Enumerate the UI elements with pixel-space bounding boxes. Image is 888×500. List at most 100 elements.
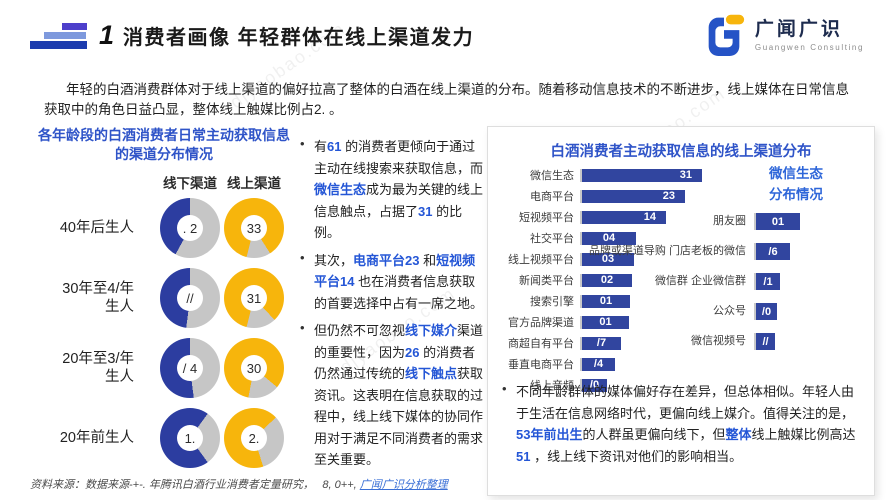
bar-value-label: 04	[602, 232, 616, 244]
donut-value-label: //	[186, 290, 194, 306]
online-channel-panel: 白酒消费者主动获取信息的线上渠道分布 微信生态 31 电商平台 23 短视频平台 14 社交…	[487, 126, 875, 496]
online-donut-wrap: 31	[222, 268, 286, 328]
bullet-item: • 但仍然不可忽视线下媒介渠道的重要性，因为26 的消费者仍然通过传统的线下触点…	[300, 320, 486, 471]
age-group-label: 30年至4/年 生人	[62, 281, 134, 315]
highlight-text: 51	[516, 448, 535, 464]
bar-value-label: /1	[763, 275, 773, 288]
offline-donut-wrap: . 2	[158, 198, 222, 258]
donut-hole	[241, 285, 267, 311]
bar-value-label: 01	[599, 316, 612, 328]
donut-row: 40年后生人 . 2 33	[26, 198, 302, 258]
offline-donut-wrap: / 4	[158, 338, 222, 398]
plain-text: 和	[423, 252, 437, 268]
highlight-text: 26	[405, 344, 424, 360]
offline-donut: . 2	[160, 198, 220, 258]
bar-category-label: 社交平台	[530, 233, 574, 245]
bullet-marker: •	[300, 320, 305, 335]
bullet-text: 有61 的消费者更倾向于通过主动在线搜索来获取信息，而微信生态成为最为关键的线上…	[314, 136, 486, 244]
bar: 01	[582, 315, 629, 329]
plain-text: 不同年龄群体的媒体偏好存在差异，但总体相似。年轻人由于生活在信息网络时代，更偏向…	[516, 384, 855, 421]
bar-category-label: 电商平台	[530, 191, 574, 203]
bar-track: /6	[754, 243, 790, 260]
logo-text: 广闻广识 Guangwen Consulting	[755, 14, 864, 52]
online-donut: 2.	[224, 408, 284, 468]
header-section: 1 消费者画像 年轻群体在线上渠道发力	[30, 20, 474, 51]
bar: /0	[582, 378, 607, 392]
wechat-annotation-line2: 分布情况	[769, 187, 823, 202]
bar-track: /0	[580, 378, 874, 392]
bar-row: 搜索引擎 01	[488, 293, 874, 309]
chapter-number: 1	[99, 20, 115, 50]
company-logo: 广闻广识 Guangwen Consulting	[701, 10, 864, 56]
bar-value-label: 02	[600, 274, 614, 286]
bar-category-label: 垂直电商平台	[508, 359, 574, 371]
plain-text: 的消费者更倾向于通过主动在线搜索来获取信息，而	[314, 139, 484, 176]
donut-hole	[241, 355, 267, 381]
plain-text: ，线上线下资讯对他们的影响相当。	[534, 448, 743, 464]
bar: /1	[756, 273, 780, 290]
donut-hole	[241, 215, 267, 241]
donut-row: 20年前生人 1. 2.	[26, 408, 302, 468]
highlight-text: 整体	[725, 427, 752, 442]
online-donut: 30	[224, 338, 284, 398]
bar-row: 商超自有平台/7	[488, 335, 874, 351]
bar-category-label: 短视频平台	[519, 212, 574, 224]
donut-hole	[177, 285, 203, 311]
offline-donut-wrap: //	[158, 268, 222, 328]
bar-row: 线上视频平台 03	[488, 251, 874, 267]
bar: 01	[756, 213, 800, 230]
bar: 14	[582, 210, 666, 224]
donut-value-label: 33	[246, 220, 262, 236]
title-bar-top	[62, 22, 87, 30]
highlight-text: 微信生态	[314, 182, 367, 197]
donut-value-label: 30	[246, 360, 262, 376]
plain-text: 渠道的重要性，因为	[314, 323, 484, 360]
intro-paragraph: 年轻的白酒消费群体对于线上渠道的偏好拉高了整体的白酒在线上渠道的分布。随着移动信…	[44, 82, 849, 117]
donut-value-label: / 4	[182, 360, 198, 376]
title-bar-bottom	[30, 40, 87, 49]
bar-category-label: 搜索引擎	[530, 296, 574, 308]
bar-row: 线上音频/0	[488, 377, 874, 393]
age-channel-panel: 各年龄段的白酒消费者日常主动获取信息的渠道分布情况 线下渠道 线上渠道 40年后…	[26, 126, 302, 478]
bar-row: 电商平台 23	[488, 188, 874, 204]
highlight-text: 61	[327, 139, 346, 154]
bullet-marker: •	[300, 136, 305, 151]
bar-track: /1	[754, 273, 780, 290]
bar-value-label: 01	[771, 215, 785, 228]
bar-row: 微信群 企业微信群/1	[558, 273, 858, 290]
bar-row: 新闻类平台 02	[488, 272, 874, 288]
offline-header: 线下渠道	[163, 176, 217, 191]
plain-text: 其次，	[314, 252, 354, 268]
bar: /4	[582, 357, 615, 371]
bar-value-label: /6	[768, 245, 778, 258]
bar: 04	[582, 231, 636, 245]
bullet-marker: •	[300, 249, 305, 265]
bar-row: 微信视频号 //	[558, 333, 858, 350]
plain-text: 线上触媒比例高达	[751, 427, 856, 442]
plain-text: 但仍然不可忽视	[314, 323, 406, 338]
bar-track: 23	[580, 189, 874, 203]
age-group-label: 20年前生人	[59, 430, 134, 446]
bullet-item: • 其次，电商平台23 和短视频平台14 也在消费者信息获取的首要选择中占有一席…	[300, 250, 486, 315]
bar-row: 微信生态 31	[488, 167, 874, 183]
source-link[interactable]: 广闻广识分析整理	[359, 479, 448, 491]
bar-row: 垂直电商平台/4	[488, 356, 874, 372]
bar-row: 朋友圈 01	[558, 213, 858, 230]
bullet-text: 不同年龄群体的媒体偏好存在差异，但总体相似。年轻人由于生活在信息网络时代，更偏向…	[516, 381, 860, 467]
bar: /7	[582, 336, 621, 350]
bar-category-label: 公众号	[713, 305, 746, 317]
bar: 31	[582, 168, 702, 182]
plain-text: 成为最为关键的线上信息触点，占据了	[314, 182, 484, 219]
bar-category-label: 线上音频	[530, 380, 574, 392]
plain-text: 的人群虽更偏向线下，但	[582, 427, 726, 442]
offline-donut: //	[160, 268, 220, 328]
online-header: 线上渠道	[227, 176, 281, 191]
bar-row: 品牌或渠道导购 门店老板的微信/6	[558, 243, 858, 260]
bar: 01	[582, 294, 630, 308]
bar: //	[756, 333, 775, 350]
bar-track: 31	[580, 168, 874, 182]
online-donut-wrap: 2.	[222, 408, 286, 468]
bar: 23	[582, 189, 685, 203]
online-channel-title: 白酒消费者主动获取信息的线上渠道分布	[550, 144, 812, 160]
bar-category-label: 官方品牌渠道	[508, 317, 574, 329]
